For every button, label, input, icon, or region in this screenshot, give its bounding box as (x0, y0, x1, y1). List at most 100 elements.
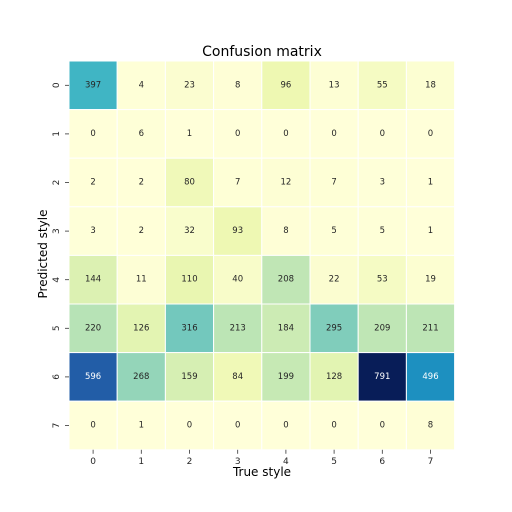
cell-value-label: 8 (283, 226, 288, 236)
heatmap-cell-r5-c0 (68, 303, 118, 354)
cell-value-label: 4 (139, 80, 144, 90)
heatmap-cell-r1-c3 (213, 109, 263, 159)
cell-value-label: 2 (139, 226, 144, 236)
heatmap-cell-r1-c6 (357, 109, 407, 159)
cell-value-label: 397 (85, 80, 101, 90)
y-tick-label: 6 (52, 374, 62, 380)
cell-value-label: 55 (377, 80, 388, 90)
cell-value-label: 6 (139, 129, 144, 139)
cell-value-label: 96 (280, 80, 291, 90)
heatmap-cells (68, 60, 456, 451)
heatmap-cell-r3-c7 (405, 206, 456, 256)
heatmap-cell-r1-c7 (405, 109, 456, 159)
heatmap-cell-r2-c7 (405, 157, 456, 208)
cell-value-label: 1 (139, 421, 144, 431)
heatmap-cell-r7-c1 (116, 400, 166, 451)
x-tick-label: 6 (379, 457, 385, 467)
cell-value-label: 80 (184, 178, 195, 188)
heatmap-cell-r6-c3 (213, 352, 263, 402)
cell-value-label: 19 (425, 275, 436, 285)
cell-value-label: 0 (90, 129, 95, 139)
cell-value-label: 0 (380, 421, 385, 431)
heatmap-cell-r2-c2 (164, 157, 215, 208)
heatmap-cell-r7-c7 (405, 400, 456, 451)
heatmap-cell-r5-c2 (164, 303, 215, 354)
y-tick-label: 1 (52, 131, 62, 137)
cell-value-label: 211 (422, 323, 438, 333)
cell-value-label: 40 (232, 275, 243, 285)
cell-value-label: 213 (230, 323, 246, 333)
cell-value-label: 220 (85, 323, 101, 333)
cell-value-label: 496 (422, 372, 438, 382)
cell-value-label: 0 (235, 421, 240, 431)
cell-value-label: 2 (90, 178, 95, 188)
cell-value-label: 3 (90, 226, 95, 236)
heatmap-cell-r7-c5 (309, 400, 359, 451)
cell-value-label: 159 (181, 372, 197, 382)
heatmap-cell-r2-c0 (68, 157, 118, 208)
cell-value-label: 0 (283, 129, 288, 139)
cell-value-label: 13 (329, 80, 340, 90)
heatmap-cell-r2-c5 (309, 157, 359, 208)
y-tick-label: 7 (52, 423, 62, 429)
x-tick-label: 4 (283, 457, 289, 467)
cell-value-label: 12 (280, 178, 291, 188)
chart-title: Confusion matrix (202, 44, 322, 60)
cell-value-label: 0 (331, 421, 336, 431)
y-axis-ticks: 0 1 2 3 4 5 6 7 (52, 82, 69, 428)
cell-value-label: 791 (374, 372, 390, 382)
cell-value-label: 208 (278, 275, 294, 285)
cell-value-label: 8 (235, 80, 240, 90)
heatmap-cell-r6-c7 (405, 352, 456, 402)
cell-value-label: 23 (184, 80, 195, 90)
cell-value-label: 8 (428, 421, 433, 431)
y-tick-label: 0 (52, 82, 62, 88)
cell-value-label: 128 (326, 372, 342, 382)
heatmap-cell-r4-c5 (309, 254, 359, 305)
y-tick-label: 3 (52, 228, 62, 234)
heatmap-cell-r7-c3 (213, 400, 263, 451)
cell-labels: 397 4 23 8 96 13 55 180 6 1 0 0 0 0 02 2 80 7 12 7 3 13 2 32 93 8… (85, 80, 439, 430)
cell-value-label: 110 (181, 275, 197, 285)
y-axis-label: Predicted style (36, 210, 50, 299)
cell-value-label: 295 (326, 323, 342, 333)
cell-value-label: 53 (377, 275, 388, 285)
x-tick-label: 0 (90, 457, 96, 467)
heatmap-cell-r5-c7 (405, 303, 456, 354)
heatmap-cell-r3-c0 (68, 206, 118, 256)
heatmap-cell-r5-c3 (213, 303, 263, 354)
x-axis-label: True style (232, 465, 291, 479)
cell-value-label: 11 (136, 275, 147, 285)
y-tick-label: 4 (52, 277, 62, 283)
cell-value-label: 84 (232, 372, 243, 382)
cell-value-label: 0 (380, 129, 385, 139)
cell-value-label: 268 (133, 372, 149, 382)
cell-value-label: 1 (428, 226, 433, 236)
cell-value-label: 0 (428, 129, 433, 139)
cell-value-label: 0 (90, 421, 95, 431)
x-tick-label: 5 (331, 457, 337, 467)
cell-value-label: 7 (235, 178, 240, 188)
heatmap-cell-r3-c5 (309, 206, 359, 256)
x-tick-label: 2 (187, 457, 193, 467)
heatmap-cell-r0-c1 (116, 60, 166, 111)
heatmap-cell-r2-c1 (116, 157, 166, 208)
x-tick-label: 1 (138, 457, 144, 467)
heatmap-cell-r1-c1 (116, 109, 166, 159)
cell-value-label: 18 (425, 80, 436, 90)
cell-value-label: 22 (329, 275, 340, 285)
heatmap-cell-r3-c4 (261, 206, 311, 256)
heatmap-cell-r7-c2 (164, 400, 215, 451)
heatmap-cell-r7-c6 (357, 400, 407, 451)
cell-value-label: 7 (331, 178, 336, 188)
heatmap-cell-r5-c5 (309, 303, 359, 354)
cell-value-label: 0 (235, 129, 240, 139)
heatmap-cell-r1-c4 (261, 109, 311, 159)
heatmap-cell-r3-c6 (357, 206, 407, 256)
cell-value-label: 32 (184, 226, 195, 236)
cell-value-label: 596 (85, 372, 101, 382)
x-tick-label: 3 (235, 457, 241, 467)
heatmap-cell-r0-c0 (68, 60, 118, 111)
heatmap-cell-r2-c6 (357, 157, 407, 208)
